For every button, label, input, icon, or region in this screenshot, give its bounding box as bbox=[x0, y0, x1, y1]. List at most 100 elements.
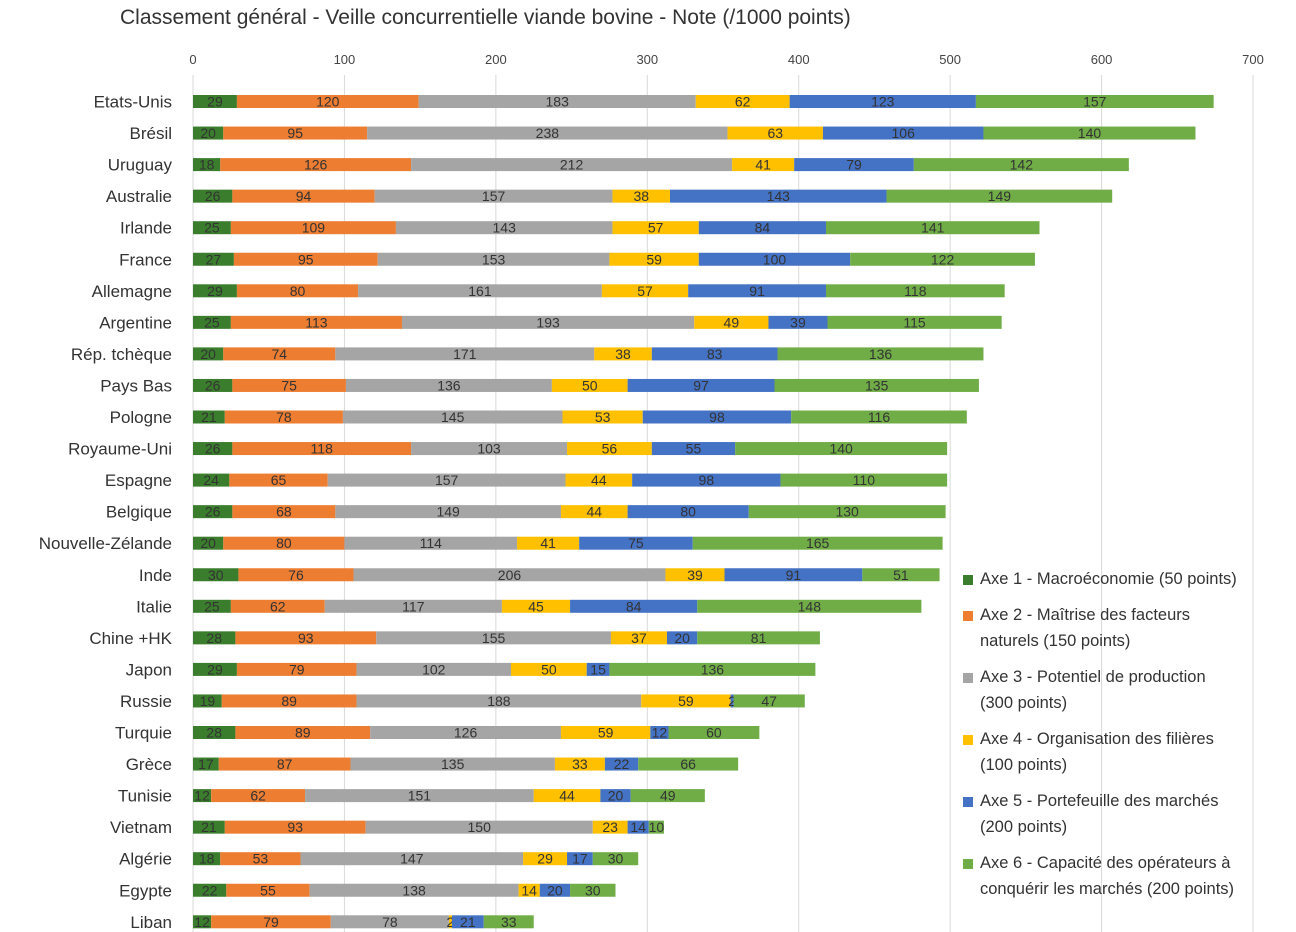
bar-segment bbox=[193, 883, 227, 897]
bar-segment bbox=[193, 568, 239, 582]
data-label: 20 bbox=[608, 788, 624, 804]
data-label: 93 bbox=[287, 819, 303, 835]
data-label: 57 bbox=[648, 220, 664, 236]
bar-segment bbox=[411, 158, 733, 172]
data-label: 106 bbox=[892, 125, 916, 141]
data-label: 12 bbox=[194, 914, 210, 930]
data-label: 81 bbox=[751, 630, 767, 646]
bar-segment bbox=[236, 662, 357, 676]
data-label: 145 bbox=[441, 409, 465, 425]
bar-segment bbox=[567, 442, 652, 456]
legend-swatch bbox=[963, 575, 973, 585]
bar-segment bbox=[630, 789, 705, 803]
data-label: 149 bbox=[436, 504, 460, 520]
bar-segment bbox=[193, 852, 221, 866]
data-label: 161 bbox=[468, 283, 492, 299]
data-label: 50 bbox=[582, 377, 598, 393]
bar-segment bbox=[594, 347, 652, 361]
bar-segment bbox=[732, 158, 795, 172]
category-label: Pays Bas bbox=[100, 376, 172, 395]
data-label: 30 bbox=[585, 882, 601, 898]
bar-segment bbox=[886, 189, 1113, 203]
data-label: 57 bbox=[637, 283, 653, 299]
bar-segment bbox=[913, 158, 1129, 172]
data-label: 28 bbox=[206, 630, 222, 646]
bar-segment bbox=[523, 852, 568, 866]
bar-segment bbox=[695, 95, 790, 108]
data-label: 21 bbox=[201, 409, 217, 425]
data-label: 95 bbox=[287, 125, 303, 141]
bar-segment bbox=[193, 662, 237, 676]
bar-segment bbox=[983, 126, 1196, 140]
data-label: 79 bbox=[846, 157, 862, 173]
data-label: 110 bbox=[853, 472, 876, 488]
bar-segment bbox=[768, 315, 828, 329]
bar-segment bbox=[592, 852, 639, 866]
legend-label: Axe 1 - Macroéconomie (50 points) bbox=[980, 570, 1237, 588]
data-label: 212 bbox=[560, 157, 584, 173]
category-labels: Etats-Unis Brésil Uruguay Australie Irlande F… bbox=[39, 93, 173, 932]
bar-segment bbox=[193, 315, 231, 329]
bar-segment bbox=[727, 126, 823, 140]
data-label: 103 bbox=[477, 441, 501, 457]
bar-segment bbox=[335, 347, 595, 361]
bar-segment bbox=[221, 694, 357, 708]
legend-label: conquérir les marchés (200 points) bbox=[980, 880, 1235, 898]
bar-segment bbox=[233, 252, 378, 266]
bar-segment bbox=[724, 568, 863, 582]
bar-segment bbox=[483, 915, 534, 929]
bar-segment bbox=[344, 536, 518, 550]
bar-segment bbox=[193, 505, 233, 519]
data-label: 135 bbox=[865, 377, 889, 393]
data-label: 183 bbox=[546, 94, 570, 110]
category-label: Brésil bbox=[129, 124, 172, 143]
category-label: Inde bbox=[139, 566, 172, 585]
bar-segment bbox=[641, 694, 731, 708]
data-label: 17 bbox=[572, 851, 588, 867]
bar-segment bbox=[610, 631, 667, 645]
category-label: Uruguay bbox=[108, 156, 173, 175]
bar-segment bbox=[223, 347, 336, 361]
category-label: Allemagne bbox=[92, 282, 172, 301]
data-label: 157 bbox=[1083, 94, 1107, 110]
bar-segment bbox=[193, 694, 222, 708]
bar-segment bbox=[609, 252, 699, 266]
bar-segment bbox=[193, 347, 224, 361]
data-label: 84 bbox=[755, 220, 771, 236]
data-label: 78 bbox=[382, 914, 398, 930]
bar-segment bbox=[193, 789, 212, 803]
bar-segment bbox=[697, 599, 922, 613]
bar-segment bbox=[827, 315, 1002, 329]
legend-swatch bbox=[963, 797, 973, 807]
bar-segment bbox=[367, 126, 728, 140]
legend-item: Axe 3 - Potentiel de production (300 poin… bbox=[958, 664, 1288, 716]
data-label: 171 bbox=[453, 346, 477, 362]
x-tick-label: 700 bbox=[1242, 52, 1264, 67]
category-label: Australie bbox=[106, 187, 172, 206]
bar-segment bbox=[356, 694, 642, 708]
data-label: 10 bbox=[649, 819, 665, 835]
data-label: 68 bbox=[276, 504, 292, 520]
bar-segment bbox=[232, 189, 375, 203]
bar-segment bbox=[211, 915, 331, 929]
bar-segment bbox=[327, 473, 566, 487]
data-label: 84 bbox=[626, 598, 642, 614]
bar-segment bbox=[235, 631, 377, 645]
category-label: Pologne bbox=[110, 408, 172, 427]
bar-segment bbox=[651, 347, 778, 361]
data-label: 188 bbox=[487, 693, 511, 709]
bar-segment bbox=[668, 726, 760, 739]
data-label: 147 bbox=[400, 851, 424, 867]
bar-segment bbox=[193, 95, 237, 108]
data-label: 28 bbox=[206, 725, 222, 741]
bar-segment bbox=[193, 915, 212, 929]
data-label: 51 bbox=[893, 567, 909, 583]
data-label: 75 bbox=[628, 535, 644, 551]
bar-segment bbox=[218, 757, 351, 771]
x-tick-label: 0 bbox=[189, 52, 196, 67]
bar-segment bbox=[825, 284, 1005, 298]
data-label: 30 bbox=[208, 567, 224, 583]
data-label: 55 bbox=[260, 882, 276, 898]
category-label: Italie bbox=[136, 597, 172, 616]
bar-segment bbox=[648, 820, 664, 834]
